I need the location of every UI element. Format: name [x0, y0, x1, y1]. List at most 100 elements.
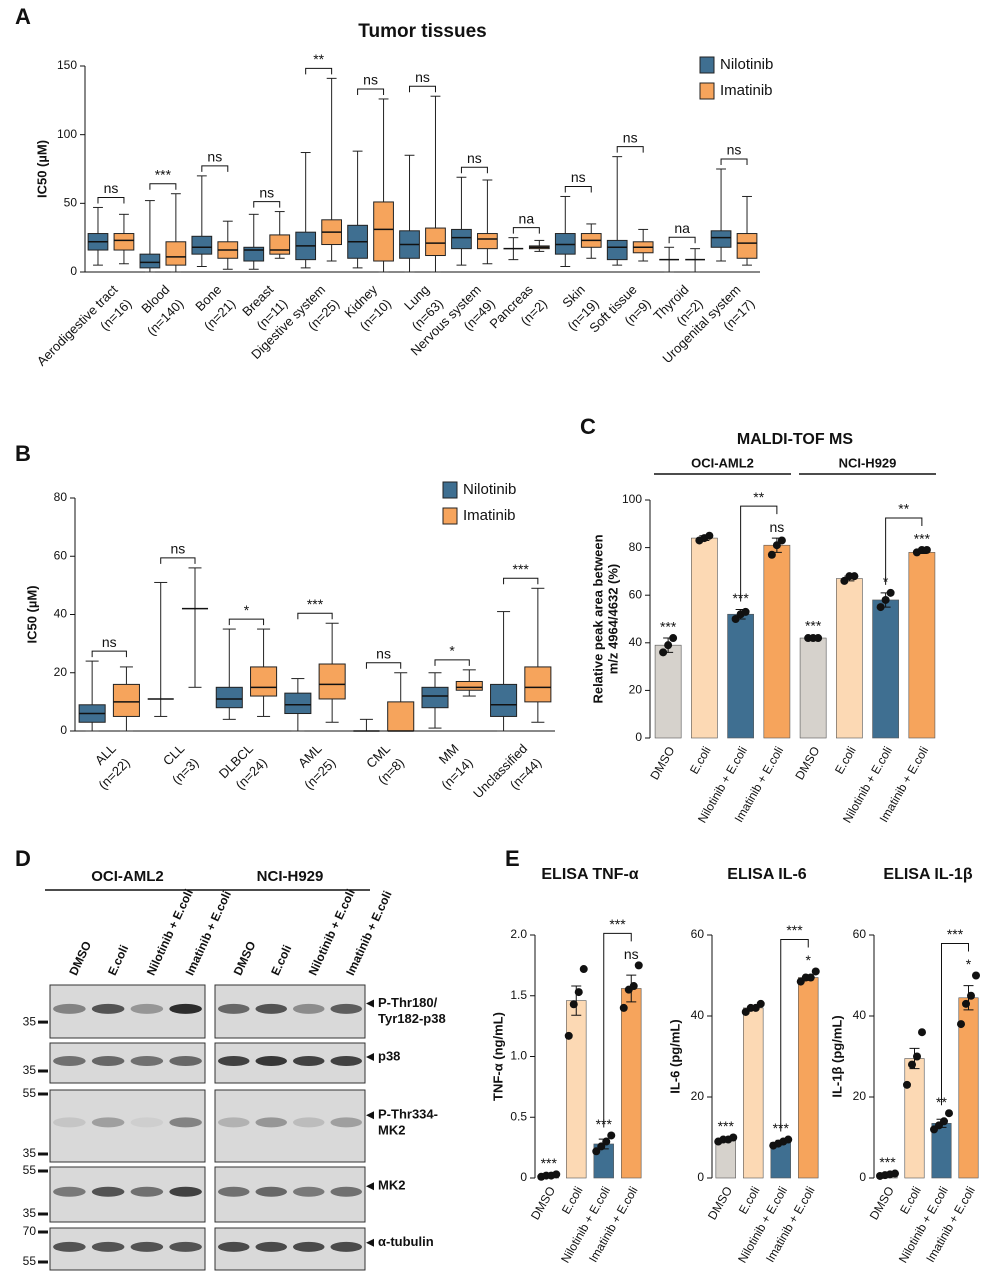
bar — [566, 1000, 587, 1179]
significance: ** — [313, 51, 324, 67]
y-tick-label: 40 — [629, 635, 643, 649]
y-tick-label: 40 — [54, 607, 68, 621]
bar — [908, 552, 936, 739]
data-point — [729, 1133, 738, 1142]
legend-swatch — [699, 82, 715, 100]
significance: na — [519, 210, 535, 226]
data-point — [918, 1028, 926, 1037]
blot-membrane — [49, 1089, 206, 1163]
data-point — [886, 588, 895, 597]
data-point — [619, 1003, 628, 1012]
legend-swatch — [699, 56, 715, 74]
panel-letter: C — [580, 414, 596, 439]
y-tick-label: 80 — [629, 540, 643, 554]
bracket — [434, 659, 470, 666]
significance: ns — [467, 150, 482, 166]
blot-band — [53, 1117, 86, 1128]
y-tick-label: 40 — [691, 1008, 705, 1022]
blot-band — [218, 1241, 250, 1252]
chart-title: ELISA IL-6 — [727, 866, 807, 883]
x-tick-label: DMSO — [867, 1184, 897, 1222]
panel-letter: B — [15, 441, 31, 466]
blot-band — [130, 1241, 164, 1252]
data-point — [597, 1142, 606, 1151]
bracket — [357, 88, 385, 95]
data-point — [552, 1170, 561, 1179]
x-tick-label: DMSO — [705, 1184, 735, 1222]
box — [736, 233, 758, 259]
data-point — [659, 648, 668, 657]
bar — [763, 544, 791, 739]
row-label: MK2 — [378, 1123, 405, 1138]
significance: * — [449, 643, 455, 659]
panel-letter: A — [15, 4, 31, 29]
significance: *** — [805, 618, 822, 634]
y-axis-label: IC50 (µM) — [34, 140, 49, 198]
data-point — [629, 982, 638, 991]
marker-label: 55 — [23, 1254, 37, 1268]
significance: ns — [259, 184, 274, 200]
y-tick-label: 80 — [54, 490, 68, 504]
box — [191, 235, 213, 255]
data-point — [741, 607, 750, 616]
bracket — [201, 165, 229, 172]
data-point — [908, 1060, 916, 1069]
bar — [799, 637, 827, 739]
bracket — [253, 201, 281, 208]
marker-label: 55 — [23, 1086, 37, 1100]
significance: *** — [660, 619, 677, 635]
data-point — [607, 1131, 616, 1140]
data-point — [903, 1080, 911, 1089]
box — [524, 666, 552, 703]
data-point — [731, 615, 740, 623]
legend-label: Nilotinib — [463, 481, 516, 498]
y-tick-label: 0 — [70, 264, 77, 278]
blot-band — [91, 1241, 125, 1252]
box — [165, 241, 187, 266]
band-arrow — [366, 1053, 374, 1061]
bar — [904, 1058, 925, 1179]
y-tick-label: 150 — [57, 58, 77, 72]
y-tick-label: 1.0 — [510, 1049, 527, 1063]
bracket — [564, 185, 592, 193]
x-tick-label: E.coli — [687, 744, 714, 776]
y-tick-label: 2.0 — [510, 927, 527, 941]
row-label: Tyr182-p38 — [378, 1011, 446, 1026]
bar — [872, 599, 899, 739]
significance: *** — [513, 561, 530, 577]
bar — [743, 1007, 764, 1179]
data-point — [574, 988, 583, 997]
x-tick-label: E.coli — [832, 744, 859, 776]
blot-band — [169, 1117, 202, 1128]
data-point — [840, 576, 849, 585]
blot-band — [330, 1117, 362, 1128]
y-axis-label: TNF-α (ng/mL) — [490, 1012, 505, 1101]
marker-label: 35 — [23, 1206, 37, 1220]
box — [606, 239, 628, 261]
y-axis-label: IL-1β (pg/mL) — [829, 1015, 844, 1097]
significance: ns — [624, 946, 639, 962]
blot-band — [130, 1186, 164, 1197]
significance: ns — [170, 541, 185, 557]
bracket — [460, 166, 488, 174]
box — [250, 666, 278, 697]
significance: *** — [541, 1155, 558, 1171]
data-point — [881, 595, 890, 604]
box — [269, 234, 291, 255]
box — [455, 680, 483, 691]
blot-band — [293, 1056, 325, 1066]
row-label: P-Thr334- — [378, 1107, 438, 1122]
blot-band — [53, 1241, 86, 1252]
blot-band — [330, 1186, 362, 1197]
y-tick-label: 0.5 — [510, 1109, 527, 1123]
significance: *** — [155, 166, 172, 182]
data-point — [669, 634, 678, 643]
chart-title: ELISA IL-1β — [883, 866, 972, 883]
row-label: p38 — [378, 1048, 400, 1063]
bracket — [91, 650, 127, 658]
blot-band — [218, 1056, 250, 1066]
blot-band — [293, 1186, 325, 1197]
bracket — [941, 943, 969, 1106]
bracket — [720, 158, 748, 165]
